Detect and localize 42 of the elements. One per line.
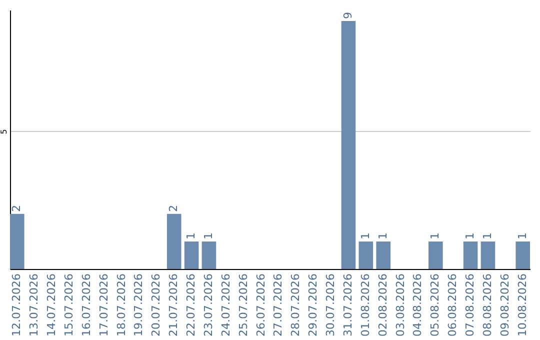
x-tick-label: 03.08.2026 xyxy=(394,274,407,336)
data-label: 2 xyxy=(167,204,180,212)
data-label: 1 xyxy=(358,232,372,240)
data-label: 2 xyxy=(10,204,24,212)
x-tick-label: 05.08.2026 xyxy=(428,274,442,336)
data-label: 1 xyxy=(480,232,494,240)
data-label: 1 xyxy=(184,232,198,240)
x-tick-label: 31.07.2026 xyxy=(341,274,354,336)
x-tick-label: 16.07.2026 xyxy=(80,274,93,336)
x-tick-label: 08.08.2026 xyxy=(480,274,494,336)
x-tick-label: 14.07.2026 xyxy=(45,274,58,336)
data-label: 9 xyxy=(341,12,354,20)
x-tick-label: 24.07.2026 xyxy=(219,274,232,336)
y-tick-label: 5 xyxy=(0,129,8,134)
x-tick-label: 23.07.2026 xyxy=(202,274,215,336)
x-tick-label: 04.08.2026 xyxy=(411,274,424,336)
x-tick-label: 15.07.2026 xyxy=(62,274,76,336)
x-tick-label: 26.07.2026 xyxy=(254,274,268,336)
x-tick-label: 02.08.2026 xyxy=(376,274,390,336)
data-label: 1 xyxy=(376,232,390,240)
x-tick-label: 30.07.2026 xyxy=(324,274,338,336)
data-label: 1 xyxy=(428,232,442,240)
x-tick-label: 21.07.2026 xyxy=(167,274,180,336)
x-tick-label: 22.07.2026 xyxy=(184,274,198,336)
x-tick-label: 17.07.2026 xyxy=(97,274,110,336)
x-tick-label: 20.07.2026 xyxy=(150,274,163,336)
data-label: 1 xyxy=(202,232,215,240)
data-label: 1 xyxy=(464,232,477,240)
x-tick-label: 06.08.2026 xyxy=(446,274,460,336)
x-tick-label: 29.07.2026 xyxy=(306,274,320,336)
x-tick-label: 18.07.2026 xyxy=(114,274,128,336)
x-tick-label: 09.08.2026 xyxy=(498,274,512,336)
x-tick-label: 19.07.2026 xyxy=(132,274,146,336)
x-tick-label: 07.08.2026 xyxy=(464,274,477,336)
x-tick-label: 28.07.2026 xyxy=(289,274,302,336)
data-label: 1 xyxy=(516,232,529,240)
x-tick-label: 01.08.2026 xyxy=(358,274,372,336)
x-tick-label: 27.07.2026 xyxy=(272,274,285,336)
x-tick-label: 25.07.2026 xyxy=(236,274,250,336)
x-tick-label: 13.07.2026 xyxy=(28,274,41,336)
x-tick-label: 10.08.2026 xyxy=(516,274,529,336)
x-tick-label: 12.07.2026 xyxy=(10,274,24,336)
